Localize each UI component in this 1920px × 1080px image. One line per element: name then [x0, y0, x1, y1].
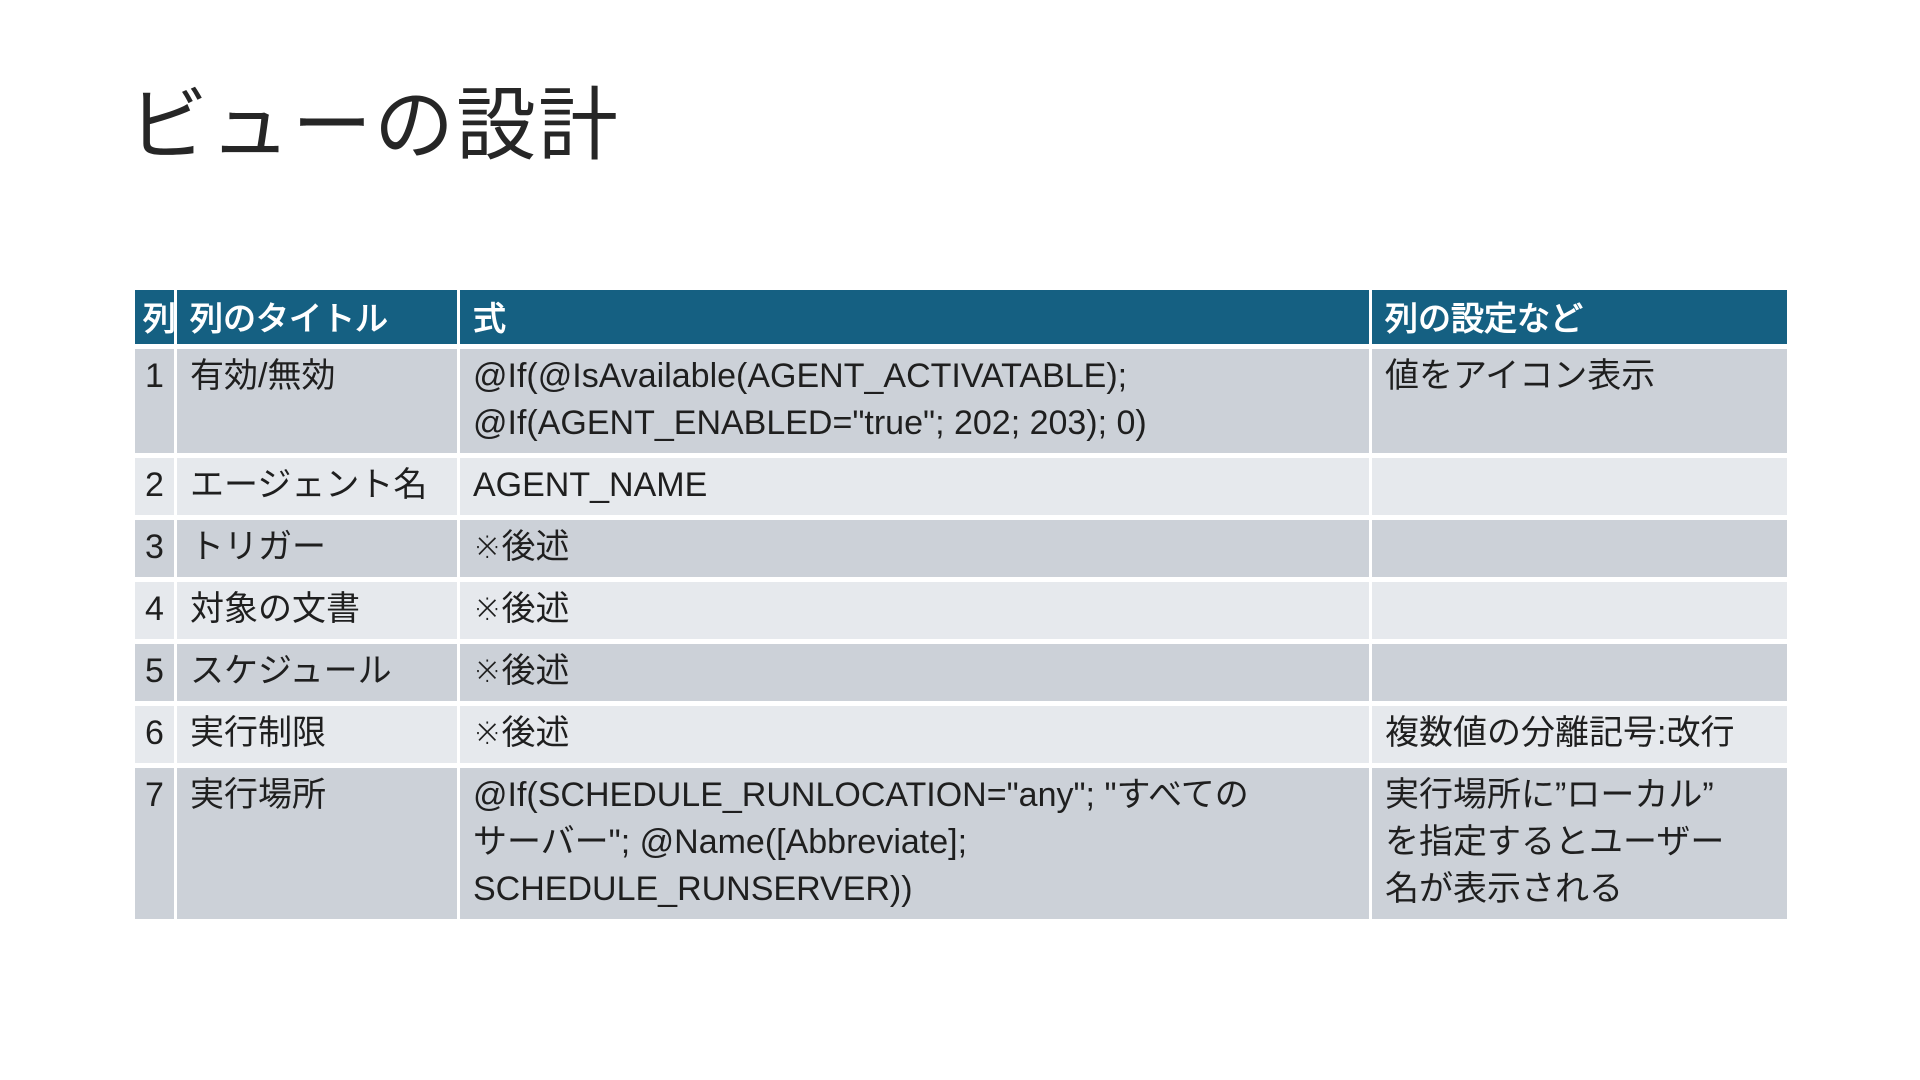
cell-row-no: 1 [135, 349, 177, 458]
cell-formula: ※後述 [460, 644, 1372, 706]
cell-formula: @If(SCHEDULE_RUNLOCATION="any"; "すべての サー… [460, 768, 1372, 919]
cell-formula: @If(@IsAvailable(AGENT_ACTIVATABLE); @If… [460, 349, 1372, 458]
cell-settings [1372, 458, 1787, 520]
cell-settings [1372, 582, 1787, 644]
table-row: 5 スケジュール ※後述 [135, 644, 1787, 706]
cell-settings [1372, 644, 1787, 706]
cell-column-title: 対象の文書 [177, 582, 460, 644]
cell-row-no: 2 [135, 458, 177, 520]
column-header-no: 列 [135, 290, 177, 349]
cell-settings: 実行場所に”ローカル” を指定するとユーザー 名が表示される [1372, 768, 1787, 919]
table-row: 2 エージェント名 AGENT_NAME [135, 458, 1787, 520]
cell-row-no: 3 [135, 520, 177, 582]
table-row: 1 有効/無効 @If(@IsAvailable(AGENT_ACTIVATAB… [135, 349, 1787, 458]
cell-column-title: 有効/無効 [177, 349, 460, 458]
cell-row-no: 4 [135, 582, 177, 644]
cell-settings: 複数値の分離記号:改行 [1372, 706, 1787, 768]
table-row: 7 実行場所 @If(SCHEDULE_RUNLOCATION="any"; "… [135, 768, 1787, 919]
cell-settings: 値をアイコン表示 [1372, 349, 1787, 458]
cell-row-no: 5 [135, 644, 177, 706]
cell-formula: ※後述 [460, 520, 1372, 582]
cell-column-title: トリガー [177, 520, 460, 582]
cell-formula: ※後述 [460, 706, 1372, 768]
table-row: 4 対象の文書 ※後述 [135, 582, 1787, 644]
table-header-row: 列 列のタイトル 式 列の設定など [135, 290, 1787, 349]
cell-column-title: エージェント名 [177, 458, 460, 520]
column-header-settings: 列の設定など [1372, 290, 1787, 349]
column-header-formula: 式 [460, 290, 1372, 349]
cell-formula: ※後述 [460, 582, 1372, 644]
table-row: 6 実行制限 ※後述 複数値の分離記号:改行 [135, 706, 1787, 768]
cell-column-title: スケジュール [177, 644, 460, 706]
cell-column-title: 実行場所 [177, 768, 460, 919]
cell-row-no: 6 [135, 706, 177, 768]
view-design-table: 列 列のタイトル 式 列の設定など 1 有効/無効 @If(@IsAvailab… [135, 290, 1787, 919]
page-title: ビューの設計 [128, 81, 620, 170]
cell-formula: AGENT_NAME [460, 458, 1372, 520]
cell-settings [1372, 520, 1787, 582]
table-row: 3 トリガー ※後述 [135, 520, 1787, 582]
cell-row-no: 7 [135, 768, 177, 919]
column-header-title: 列のタイトル [177, 290, 460, 349]
cell-column-title: 実行制限 [177, 706, 460, 768]
